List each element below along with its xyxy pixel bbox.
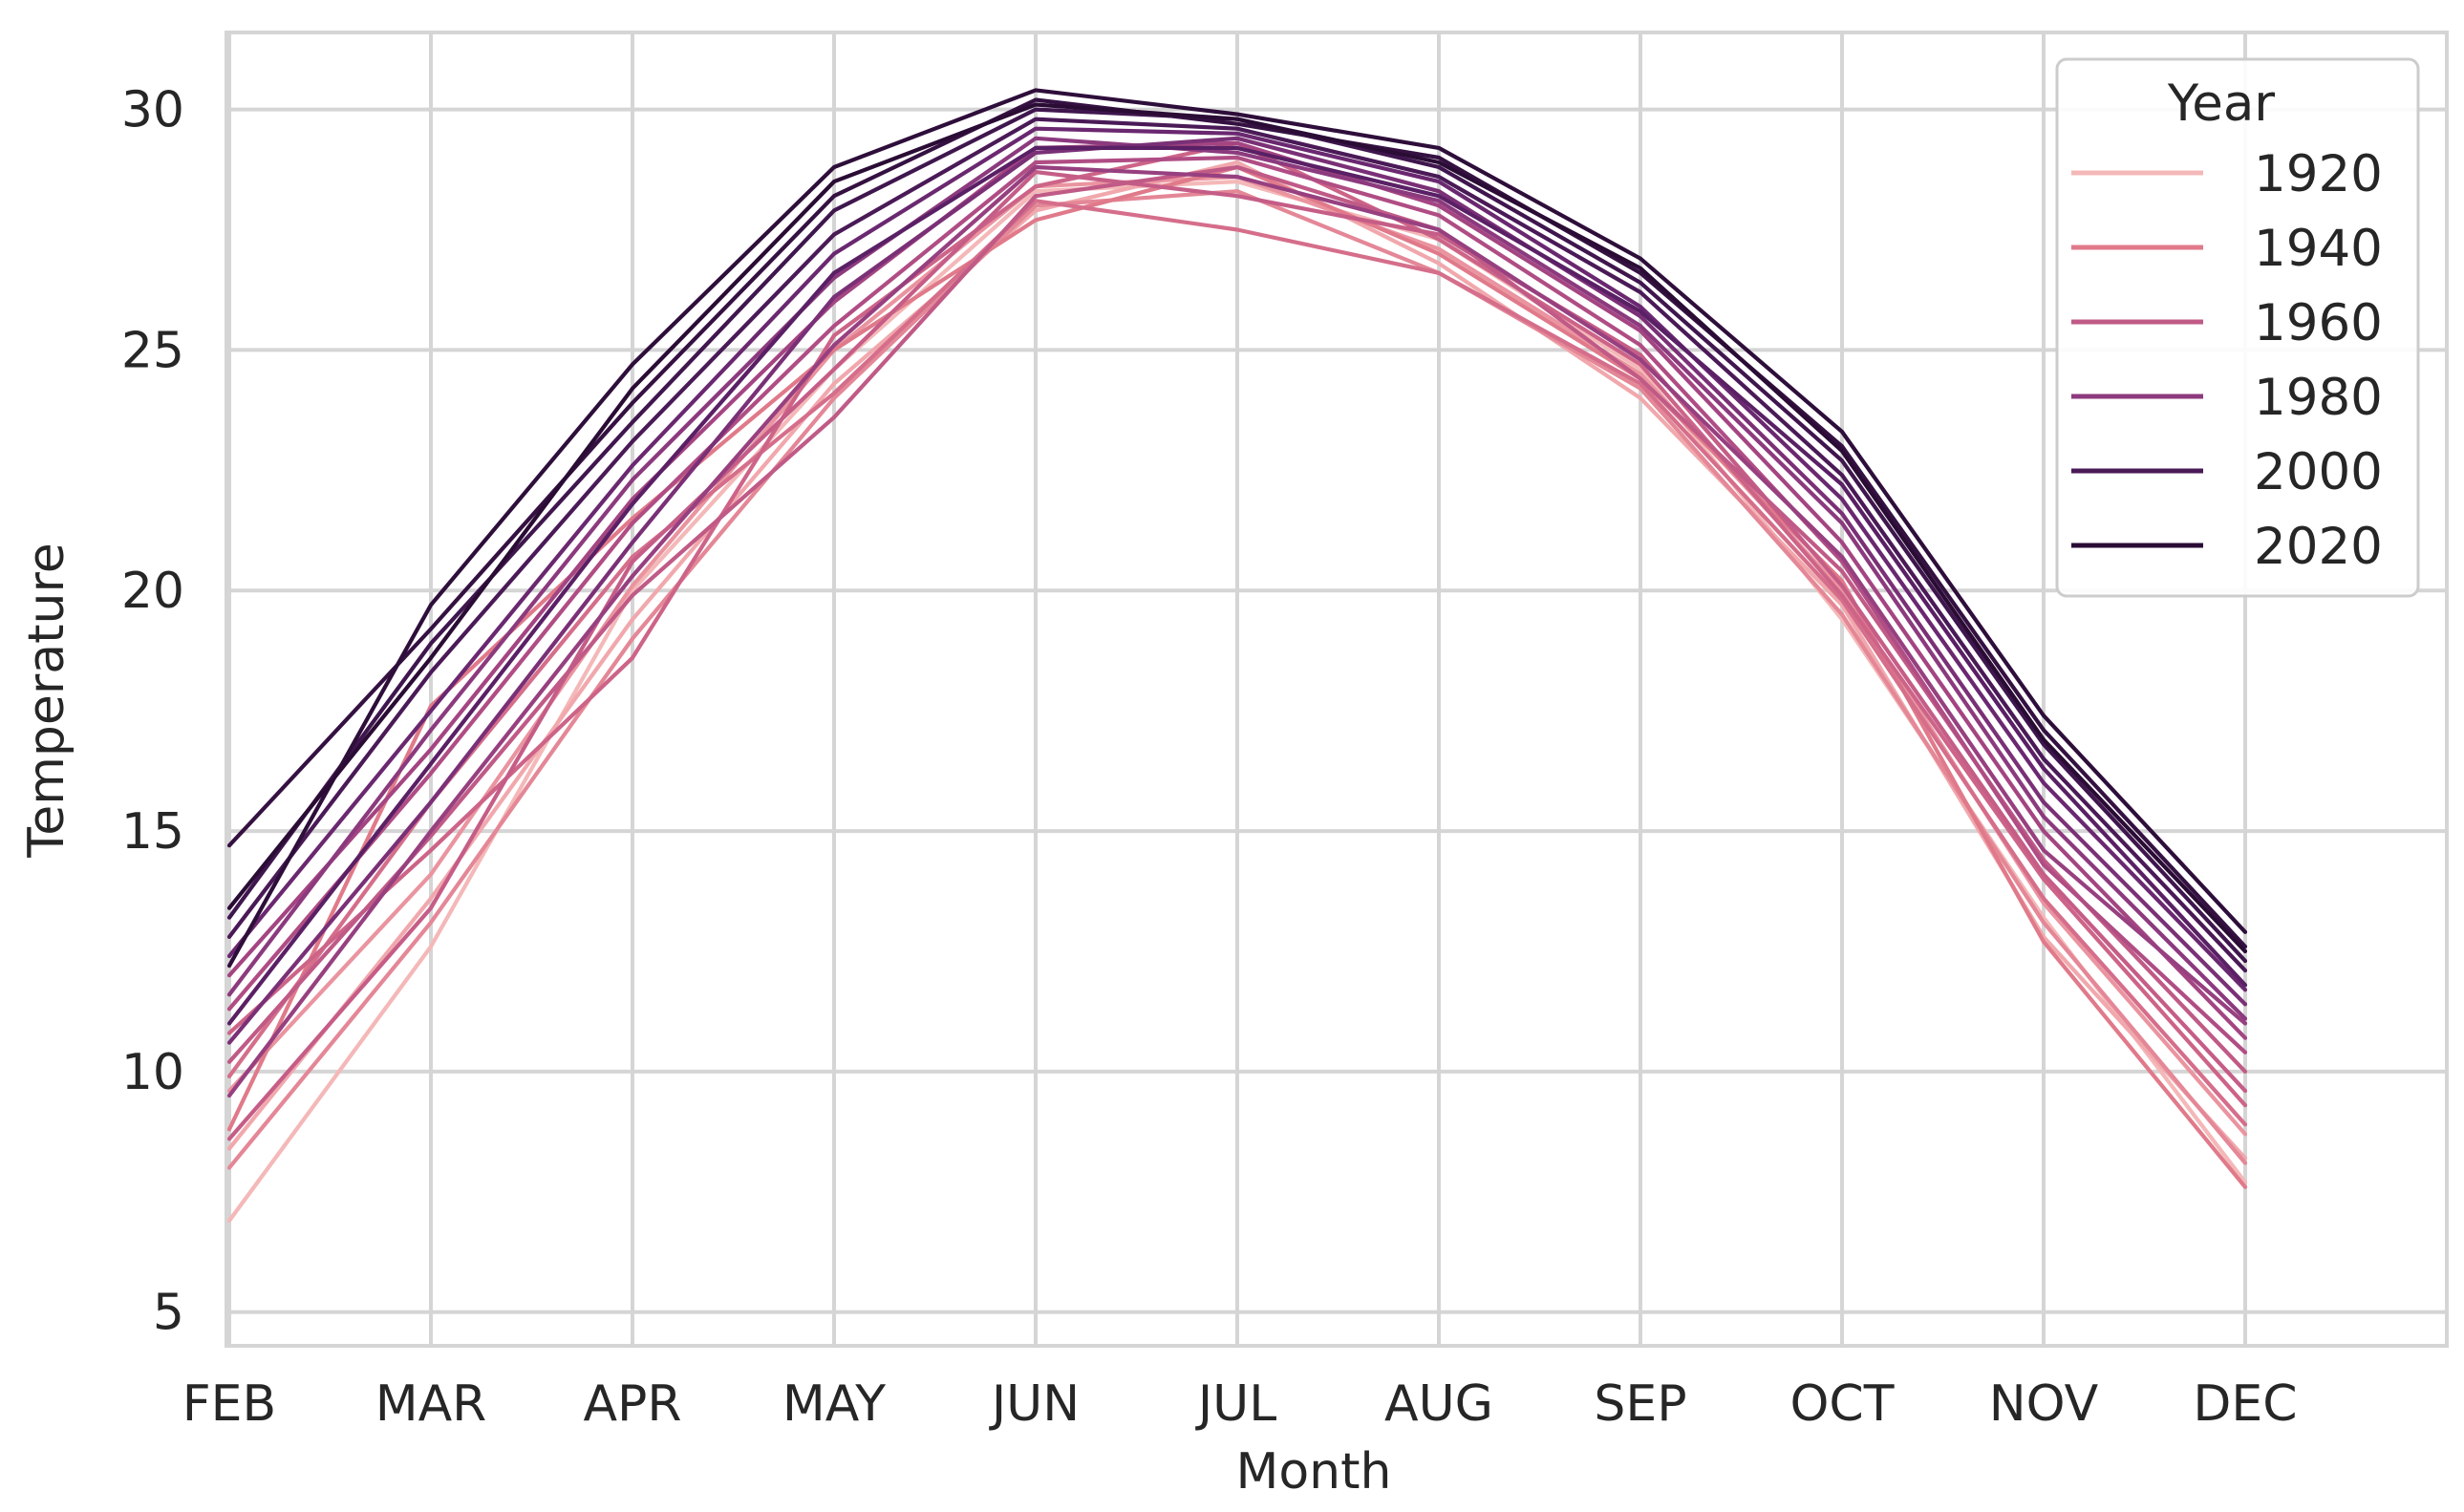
series-line-1975 <box>226 164 2248 1098</box>
legend-label: 1960 <box>2254 294 2383 352</box>
series-line-1985 <box>226 136 2248 1045</box>
series-line-1970 <box>226 140 2248 1040</box>
legend-entries: 1920 1940 1960 1980 2000 2020 <box>2071 145 2383 576</box>
series-line-2000 <box>226 117 2248 973</box>
x-tick-label: AUG <box>1384 1375 1493 1433</box>
x-tick-label: OCT <box>1789 1375 1894 1433</box>
x-tick-label: SEP <box>1594 1375 1686 1433</box>
y-tick-label: 5 <box>153 1285 184 1342</box>
series-line-1995 <box>226 145 2248 1026</box>
series-line-2020 <box>226 102 2248 954</box>
legend-label: 1920 <box>2254 145 2383 203</box>
series-line-1965 <box>226 155 2248 1054</box>
x-tick-label: DEC <box>2193 1375 2297 1433</box>
series-line-1990 <box>226 126 2248 992</box>
series-line-1935 <box>226 189 2248 1170</box>
x-tick-labels: FEB MAR APR MAY JUN JUL AUG SEP OCT NOV DEC <box>182 1375 2298 1433</box>
y-tick-label: 10 <box>121 1044 184 1101</box>
legend-label: 2020 <box>2254 518 2383 576</box>
series-line-1980 <box>226 136 2248 1021</box>
y-tick-label: 30 <box>121 82 184 139</box>
y-tick-label: 20 <box>121 563 184 620</box>
x-tick-label: FEB <box>182 1375 276 1433</box>
y-axis-title: Temperature <box>18 543 75 858</box>
x-tick-label: NOV <box>1989 1375 2099 1433</box>
legend-label: 2000 <box>2254 443 2383 501</box>
legend: Year 1920 1940 1960 1980 2000 2020 <box>2055 57 2420 598</box>
series-line-2015 <box>226 88 2248 969</box>
legend-box <box>2055 57 2420 598</box>
x-tick-label: JUN <box>989 1375 1080 1433</box>
legend-label: 1940 <box>2254 220 2383 278</box>
x-tick-label: MAY <box>782 1375 886 1433</box>
y-tick-label: 15 <box>121 803 184 861</box>
x-axis-title: Month <box>1236 1443 1392 1501</box>
x-tick-label: APR <box>583 1375 681 1433</box>
x-tick-label: MAR <box>375 1375 487 1433</box>
x-tick-label: JUL <box>1195 1375 1276 1433</box>
y-tick-label: 25 <box>121 322 184 379</box>
legend-label: 1980 <box>2254 369 2383 427</box>
series-line-1945 <box>226 199 2248 1127</box>
series-line-1960 <box>226 164 2248 1075</box>
y-tick-labels: 5 10 15 20 25 30 <box>121 82 184 1342</box>
legend-title: Year <box>2167 75 2275 133</box>
series-lines <box>226 88 2248 1224</box>
